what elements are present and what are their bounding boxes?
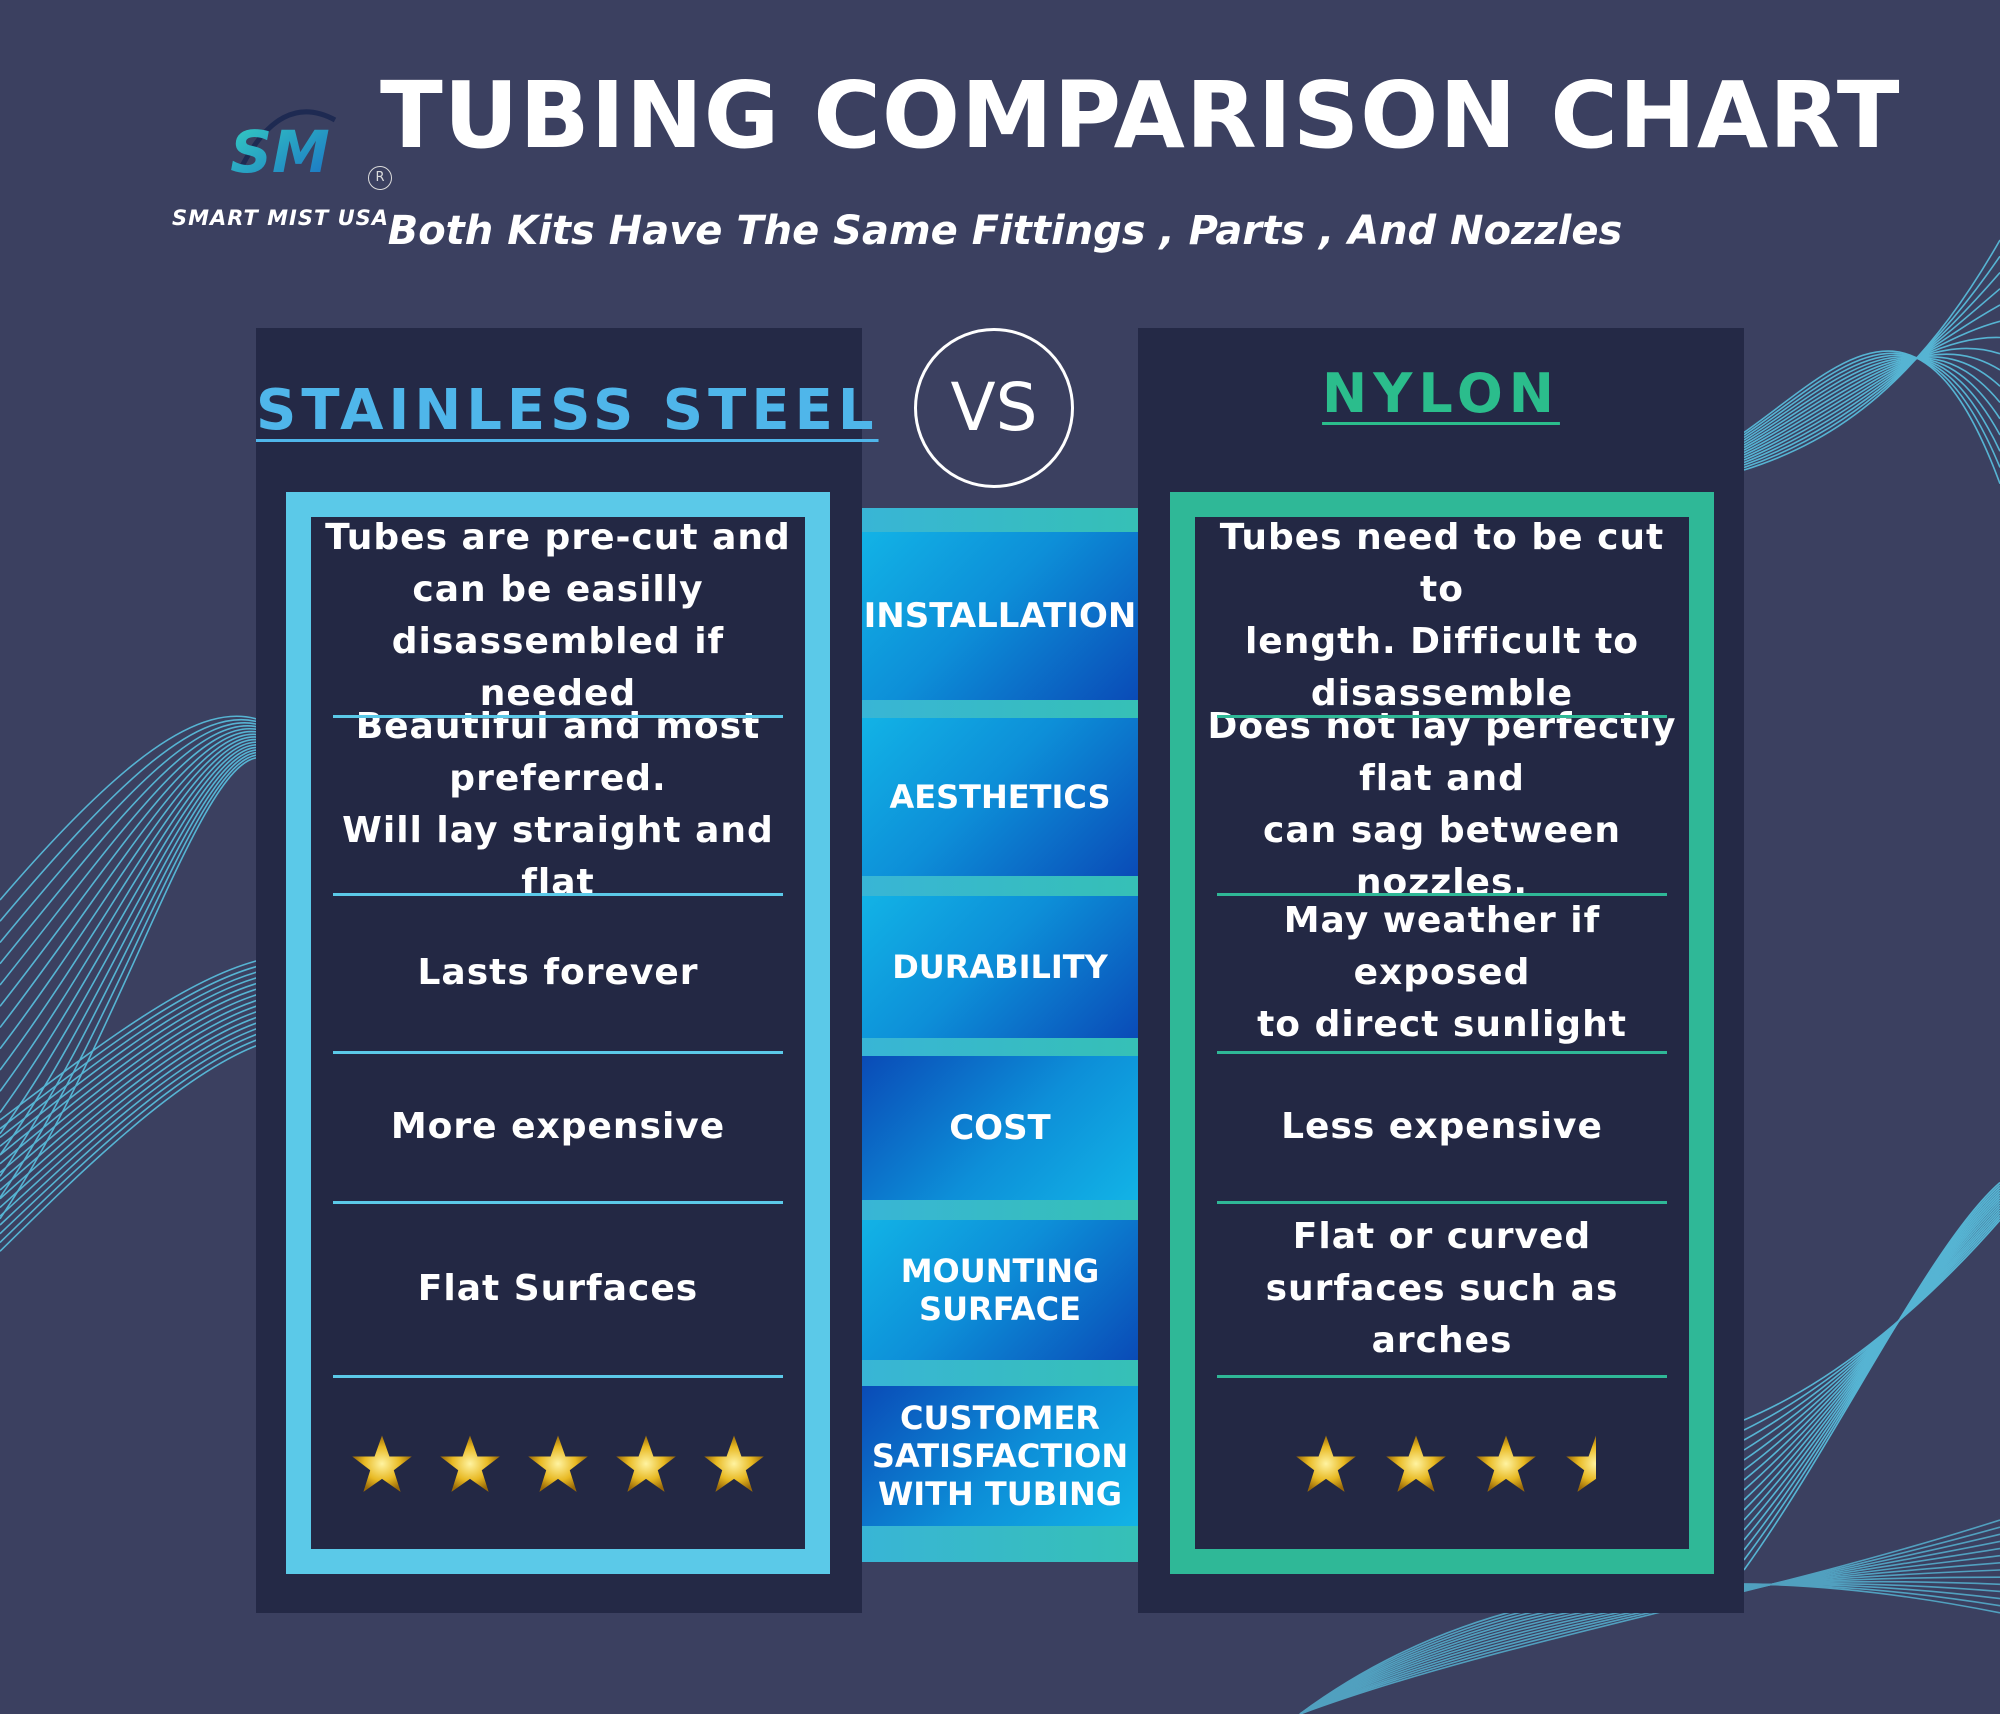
- right-row-divider: [1217, 893, 1667, 896]
- vs-label: VS: [950, 369, 1038, 446]
- left-row-divider: [333, 1201, 783, 1204]
- wave-line: [0, 715, 261, 1121]
- right-row-divider: [1217, 715, 1667, 718]
- criterion-installation: INSTALLATION: [862, 532, 1138, 700]
- right-aesthetics-text: Does not lay perfectly flat and can sag be…: [1207, 706, 1677, 903]
- page-subtitle: Both Kits Have The Same Fittings , Parts…: [387, 208, 1623, 254]
- nylon-features: Tubes need to be cut to length. Difficult…: [1170, 492, 1714, 1574]
- criterion-mounting-surface: MOUNTING SURFACE: [862, 1220, 1138, 1360]
- wave-line: [0, 751, 261, 1235]
- star-icon: [352, 1435, 412, 1492]
- star-icon: [704, 1435, 764, 1492]
- vs-badge: VS: [914, 328, 1074, 488]
- wave-line: [0, 736, 261, 1182]
- wave-line: [0, 718, 261, 1130]
- right-durability-text: May weather if exposed to direct sunlight: [1257, 900, 1627, 1045]
- wave-line: [0, 756, 261, 1252]
- wave-line: [1743, 347, 2000, 1491]
- wave-line: [0, 744, 261, 1209]
- left-row-divider: [333, 893, 783, 896]
- left-aesthetics-text: Beautiful and most preferred. Will lay str…: [342, 706, 774, 903]
- right-rating-stars: [1195, 1379, 1689, 1549]
- registered-mark: R: [368, 166, 392, 190]
- wave-line: [0, 754, 261, 1244]
- right-cost-text: Less expensive: [1281, 1106, 1603, 1147]
- wave-line: [1299, 1526, 2000, 1714]
- wave-line: [0, 725, 261, 1147]
- left-row-divider: [333, 1051, 783, 1054]
- wave-line: [1743, 352, 2000, 1561]
- star-icon: [1476, 1435, 1536, 1492]
- wave-line: [1743, 353, 2000, 1501]
- left-mounting-surface-text: Flat Surfaces: [417, 1268, 699, 1309]
- nylon-heading: NYLON: [1322, 362, 1560, 425]
- wave-line: [1743, 271, 2000, 1441]
- brand-name: SMART MIST USA: [172, 206, 390, 230]
- left-cost-text: More expensive: [390, 1106, 726, 1147]
- criterion-customer-satisfaction: CUSTOMER SATISFACTION WITH TUBING: [862, 1386, 1138, 1526]
- wave-line: [0, 733, 261, 1174]
- wave-line: [0, 749, 261, 1226]
- right-mounting-surface-text: Flat or curved surfaces such as arches: [1265, 1216, 1619, 1361]
- left-row-divider: [333, 1375, 783, 1378]
- criterion-cost: COST: [862, 1056, 1138, 1200]
- left-rating-stars: [311, 1379, 805, 1549]
- star-icon: [616, 1435, 676, 1492]
- right-installation-text: Tubes need to be cut to length. Difficult…: [1219, 517, 1665, 714]
- wave-line: [1743, 354, 2000, 1551]
- wave-line: [0, 741, 261, 1200]
- wave-line: [1743, 350, 2000, 1571]
- right-row-divider: [1217, 1051, 1667, 1054]
- right-row-divider: [1217, 1201, 1667, 1204]
- star-icon: [528, 1435, 588, 1492]
- wave-line: [1743, 356, 2000, 1511]
- wave-line: [0, 746, 261, 1217]
- wave-line: [0, 738, 261, 1191]
- wave-line: [1299, 1533, 2000, 1714]
- stainless-steel-features: Tubes are pre-cut and can be easilly disas…: [286, 492, 830, 1574]
- svg-text:SM: SM: [230, 118, 330, 186]
- wave-line: [1743, 336, 2000, 1481]
- half-star-icon: [1566, 1435, 1596, 1492]
- star-icon: [1296, 1435, 1356, 1492]
- star-icon: [1386, 1435, 1446, 1492]
- wave-line: [1743, 320, 2000, 1471]
- star-icon: [440, 1435, 500, 1492]
- wave-line: [0, 730, 261, 1165]
- right-row-divider: [1217, 1375, 1667, 1378]
- page-title: TUBING COMPARISON CHART: [380, 62, 1901, 169]
- left-installation-text: Tubes are pre-cut and can be easilly disas…: [325, 517, 791, 714]
- left-durability-text: Lasts forever: [417, 952, 699, 993]
- criterion-aesthetics: AESTHETICS: [862, 718, 1138, 876]
- wave-line: [0, 727, 261, 1156]
- brand-logo: SM SMART MIST USA R: [168, 100, 392, 240]
- wave-line: [0, 722, 261, 1139]
- criterion-durability: DURABILITY: [862, 896, 1138, 1038]
- wave-line: [1743, 304, 2000, 1461]
- smart-mist-logo-icon: SM: [230, 109, 337, 186]
- left-row-divider: [333, 715, 783, 718]
- wave-line: [1743, 288, 2000, 1451]
- stainless-steel-heading: STAINLESS STEEL: [256, 378, 879, 443]
- wave-line: [1299, 1519, 2000, 1714]
